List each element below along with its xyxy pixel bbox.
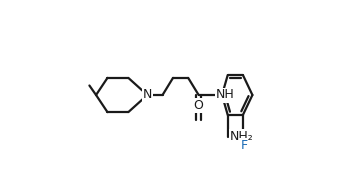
Text: O: O — [194, 99, 203, 112]
Text: F: F — [240, 139, 247, 152]
Text: N: N — [143, 89, 152, 101]
Text: NH₂: NH₂ — [230, 130, 253, 143]
Text: NH: NH — [216, 89, 235, 101]
